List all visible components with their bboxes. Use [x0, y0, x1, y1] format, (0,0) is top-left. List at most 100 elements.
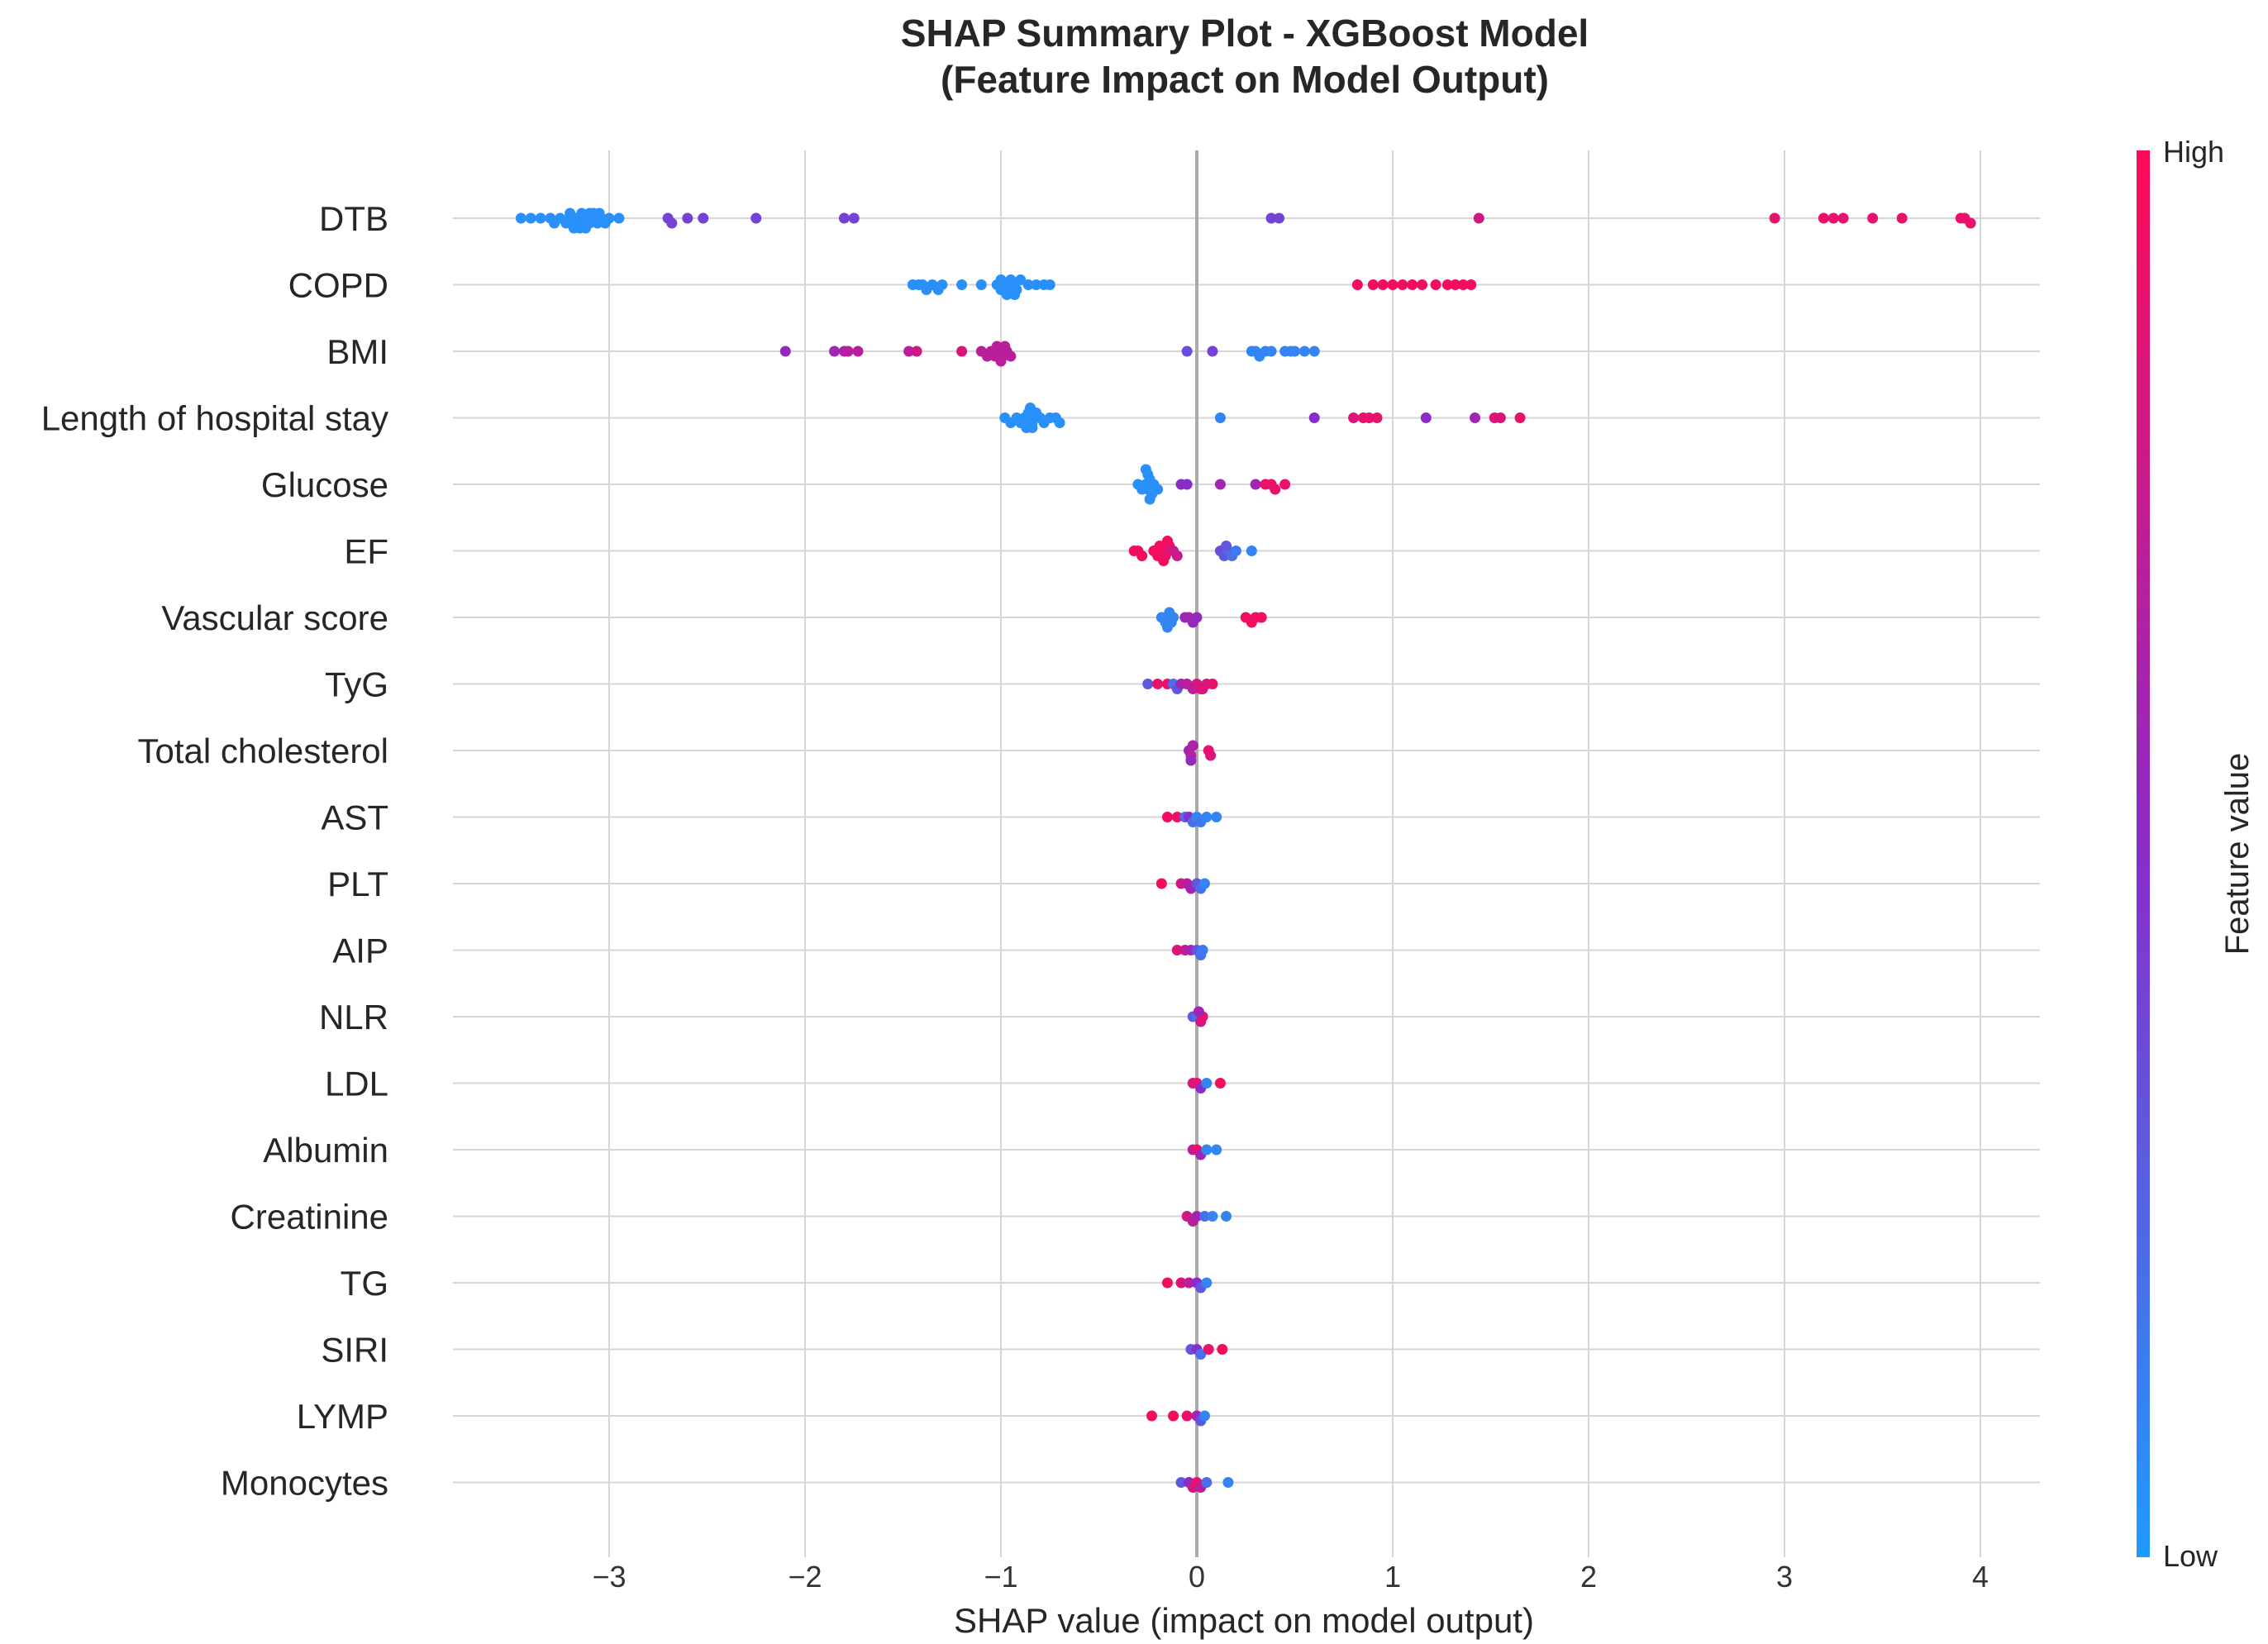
shap-point	[1201, 1144, 1213, 1156]
feature-label: EF	[344, 532, 388, 571]
shap-point	[1214, 479, 1226, 490]
shap-point	[535, 212, 546, 224]
shap-point	[1205, 750, 1217, 761]
shap-point	[1207, 345, 1218, 357]
shap-point	[515, 212, 526, 224]
feature-label: TG	[341, 1264, 388, 1303]
shap-point	[1136, 550, 1148, 561]
shap-point	[1198, 1211, 1210, 1222]
shap-point	[911, 345, 922, 357]
shap-point	[682, 212, 693, 224]
shap-point	[1377, 279, 1389, 290]
feature-label: Length of hospital stay	[41, 399, 388, 438]
colorbar-low-label: Low	[2163, 1539, 2218, 1573]
shap-point	[932, 284, 944, 295]
shap-point	[1203, 1344, 1214, 1355]
shap-point	[1181, 345, 1193, 357]
feature-label: AIP	[332, 932, 388, 970]
chart-title: SHAP Summary Plot - XGBoost Model	[901, 12, 1589, 55]
shap-point	[1221, 541, 1232, 551]
shap-point	[750, 212, 762, 224]
shap-point	[1154, 541, 1165, 551]
shap-point	[1140, 464, 1151, 475]
shap-point	[1198, 878, 1210, 889]
shap-point	[1021, 422, 1032, 433]
chart-subtitle: (Feature Impact on Model Output)	[941, 58, 1549, 101]
shap-point	[1009, 289, 1021, 300]
feature-labels: DTB COPD BMI Length of hospital stay Glucose…	[41, 199, 388, 1503]
feature-label: Glucose	[261, 465, 388, 504]
shap-point	[1222, 1477, 1234, 1488]
shap-point	[779, 345, 791, 357]
shap-point	[565, 207, 576, 219]
shap-point	[829, 345, 841, 357]
shap-point	[1351, 279, 1363, 290]
shap-point	[1161, 1277, 1173, 1289]
shap-point	[1005, 274, 1017, 285]
shap-point	[588, 207, 599, 219]
x-tick-label: 4	[1972, 1560, 1989, 1594]
feature-label: Vascular score	[161, 598, 388, 637]
shap-point	[525, 212, 536, 224]
feature-label: Total cholesterol	[138, 731, 389, 770]
feature-label: Creatinine	[231, 1198, 388, 1237]
shap-point	[1191, 612, 1203, 623]
shap-point	[613, 212, 625, 224]
feature-label: TyG	[325, 665, 388, 704]
colorbar-title: Feature value	[2219, 753, 2256, 955]
shap-point	[1450, 279, 1461, 290]
colorbar	[2137, 150, 2150, 1557]
shap-point	[1031, 279, 1042, 290]
shap-point	[1441, 279, 1453, 290]
shap-point	[956, 279, 968, 290]
shap-point	[1165, 617, 1177, 628]
shap-point	[568, 222, 579, 234]
shap-point	[1494, 412, 1506, 423]
shap-point	[1407, 279, 1418, 290]
shap-point	[1818, 212, 1829, 224]
shap-point	[1827, 212, 1839, 224]
shap-point	[1171, 945, 1183, 955]
shap-point	[1470, 412, 1481, 423]
feature-label: DTB	[319, 199, 388, 238]
shap-point	[1005, 350, 1017, 362]
shap-point	[1371, 412, 1383, 423]
shap-point	[1308, 412, 1320, 423]
shap-point	[921, 284, 932, 295]
feature-label: COPD	[288, 266, 388, 305]
shap-point	[995, 274, 1007, 285]
shap-point	[666, 217, 678, 229]
shap-point	[1171, 812, 1183, 822]
shap-point	[1387, 279, 1398, 290]
shap-point	[1191, 1211, 1203, 1222]
shap-point	[1197, 945, 1208, 955]
shap-point	[1054, 417, 1065, 428]
feature-label: Monocytes	[221, 1464, 388, 1503]
shap-point	[1265, 345, 1277, 357]
shap-point	[1867, 212, 1879, 224]
shap-point	[1175, 1477, 1187, 1488]
shap-point	[1025, 403, 1036, 413]
shap-point	[1144, 493, 1155, 505]
feature-label: AST	[321, 798, 388, 837]
shap-point	[1207, 1211, 1218, 1222]
shap-point	[1201, 812, 1213, 822]
shap-point	[1430, 279, 1441, 290]
shap-point	[1022, 279, 1034, 290]
shap-point	[838, 212, 850, 224]
shap-point	[1256, 612, 1267, 623]
shap-point	[1198, 1410, 1210, 1422]
shap-point	[848, 212, 860, 224]
shap-point	[1001, 289, 1012, 300]
x-tick-label: −1	[984, 1560, 1017, 1594]
shap-point	[1015, 274, 1027, 285]
shap-points	[515, 207, 1976, 1493]
shap-point	[1161, 812, 1173, 822]
shap-point	[975, 279, 987, 290]
x-axis-ticks: −3 −2 −1 0 1 2 3 4	[592, 1560, 1989, 1594]
shap-point	[1207, 679, 1218, 689]
shap-point	[1896, 212, 1908, 224]
shap-point	[1152, 484, 1164, 495]
shap-point	[1142, 679, 1154, 689]
feature-label: SIRI	[321, 1331, 388, 1370]
